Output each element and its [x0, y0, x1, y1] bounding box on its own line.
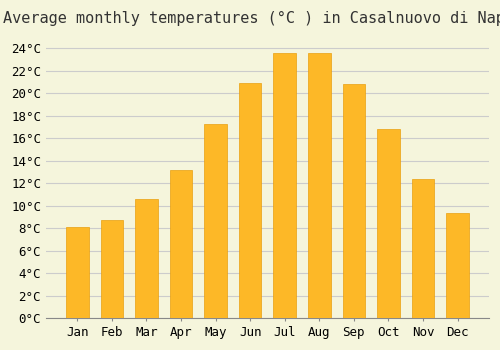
Bar [308, 53, 330, 318]
Bar [204, 124, 227, 318]
Bar [100, 220, 123, 318]
Bar [274, 53, 296, 318]
Bar [66, 227, 88, 318]
Bar [412, 179, 434, 318]
Bar [377, 129, 400, 318]
Title: Average monthly temperatures (°C ) in Casalnuovo di Napoli: Average monthly temperatures (°C ) in Ca… [3, 11, 500, 26]
Bar [342, 84, 365, 318]
Bar [239, 83, 262, 318]
Bar [135, 199, 158, 318]
Bar [170, 170, 192, 318]
Bar [446, 212, 469, 318]
